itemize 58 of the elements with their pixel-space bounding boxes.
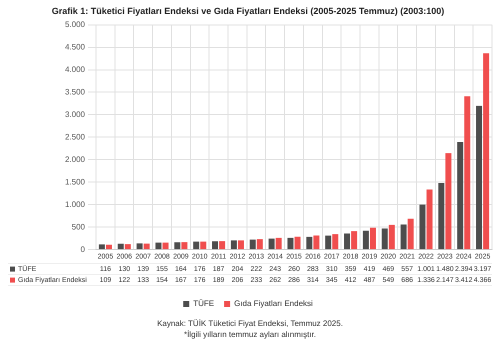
- y-tick-label: 4.500: [64, 42, 86, 52]
- bar: [294, 236, 301, 250]
- bar: [136, 243, 143, 250]
- bar: [276, 238, 282, 250]
- bar: [174, 242, 180, 250]
- bar: [483, 53, 490, 250]
- bar: [438, 183, 444, 250]
- bar: [238, 240, 244, 250]
- bar: [268, 238, 275, 250]
- bar: [388, 224, 395, 250]
- bar: [287, 238, 294, 250]
- y-tick-label: 5.000: [64, 20, 86, 30]
- bar: [457, 142, 464, 250]
- bar: [124, 244, 131, 250]
- bar: [464, 96, 470, 250]
- bar: [212, 241, 218, 250]
- y-tick-label: 3.500: [64, 87, 86, 96]
- bar: [332, 234, 338, 250]
- bar: [370, 228, 376, 250]
- y-tick-label: 2.500: [64, 132, 86, 142]
- bar: [250, 240, 256, 250]
- y-tick-label: 2.000: [64, 154, 86, 164]
- bar: [325, 236, 332, 250]
- bar: [193, 242, 200, 250]
- y-tick-label: 1.000: [64, 200, 86, 209]
- bar: [200, 242, 206, 250]
- y-tick-label: 500: [72, 222, 86, 232]
- bar: [351, 231, 358, 250]
- y-tick-label: 1.500: [64, 177, 86, 186]
- bar: [162, 242, 169, 250]
- text: Gıda Fiyatları Endeksi: [234, 299, 313, 308]
- bar: [144, 244, 150, 250]
- bar: [256, 239, 263, 250]
- bar: [230, 240, 237, 250]
- chart-title: Grafik 1: Tüketici Fiyatları Endeksi ve Gıda Fiyatları Endeksi (2005-2025 Temmuz) (2003:100): [52, 6, 444, 16]
- bar: [476, 106, 482, 250]
- bar: [98, 244, 105, 250]
- bar: [106, 244, 112, 250]
- text: Kaynak: TÜİK Tüketici Fiyat Endeksi, Temmuz 2025.: [156, 318, 344, 329]
- bar: [408, 218, 414, 250]
- text: *İlgili yılların temmuz ayları alınmıştır.: [182, 329, 318, 340]
- bar: [155, 242, 162, 250]
- bar: [445, 153, 452, 250]
- bar: [306, 236, 312, 250]
- y-tick-label: 4.000: [64, 64, 86, 74]
- bar: [426, 190, 433, 250]
- bar: [313, 235, 320, 250]
- bar: [118, 244, 124, 250]
- bar: [219, 241, 226, 250]
- y-tick-label: 0: [80, 244, 86, 254]
- bar: [344, 233, 350, 250]
- bar: [400, 224, 407, 250]
- bar: [181, 242, 188, 250]
- bar: [419, 204, 426, 250]
- y-tick-label: 3.000: [64, 110, 86, 119]
- legend-label: TÜFE: [193, 299, 214, 308]
- bar: [382, 228, 388, 250]
- bar: [362, 230, 369, 250]
